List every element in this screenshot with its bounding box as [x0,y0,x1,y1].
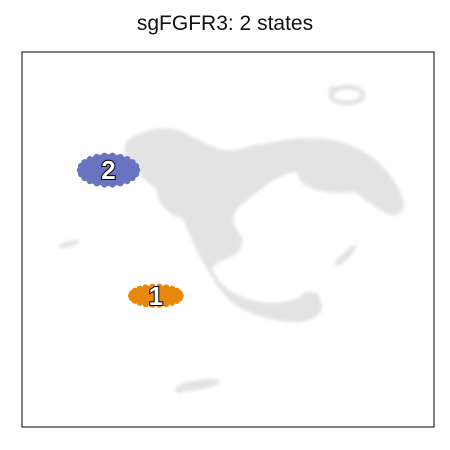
background-cluster [329,86,337,92]
state-point [101,152,108,160]
state-point [176,290,183,297]
state-point [117,153,124,161]
state-label-1: 1 [149,281,163,311]
state-cluster-2: 2 [76,152,141,188]
state-point [93,153,100,161]
state-point [156,283,163,291]
state-point [168,299,176,306]
plot-frame [21,51,435,428]
state-point [101,181,108,188]
background-cluster [334,244,357,266]
state-point [149,301,156,308]
state-point [142,300,149,308]
background-cluster [175,387,185,393]
background-cluster [298,157,382,193]
state-point [132,162,140,170]
state-point [129,174,136,182]
chart-title: sgFGFR3: 2 states [136,12,314,35]
state-points-2 [78,154,139,187]
state-point [86,156,94,163]
state-point [136,285,143,293]
states-layer: 12 [76,152,184,312]
state-point [123,156,131,163]
state-point [156,301,163,308]
state-point [117,180,124,187]
background-cluster [58,240,80,248]
state-point [86,177,94,185]
background-cluster [157,160,233,220]
state-cluster-1: 1 [128,280,184,312]
state-point [162,284,170,291]
state-point [93,180,100,187]
background-cluster [328,84,366,106]
background-cells [58,84,404,393]
state-point [149,283,156,291]
state-point [142,284,149,291]
state-point [109,152,116,160]
background-cluster [300,292,320,302]
state-point [109,181,116,188]
state-point [81,159,88,166]
state-point [123,177,131,185]
background-cluster [230,234,242,242]
state-point [162,300,170,308]
state-points-1 [129,285,182,306]
background-cluster [176,378,220,392]
background-cluster [235,144,295,176]
state-label-2: 2 [101,155,115,185]
